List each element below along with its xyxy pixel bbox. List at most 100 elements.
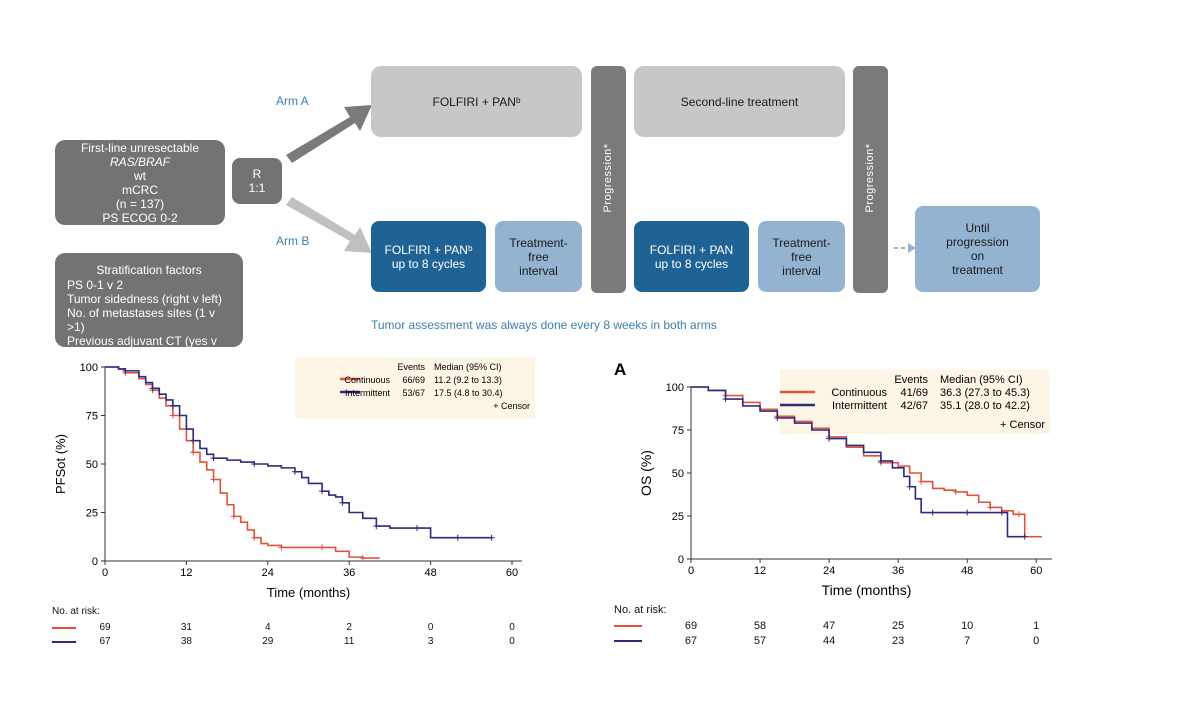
x-tick-label: 0: [688, 565, 694, 577]
at-risk-value: 4: [265, 622, 271, 633]
at-risk-value: 31: [180, 622, 192, 633]
progression-bar-2: [853, 66, 888, 293]
censor-mark: [210, 455, 217, 462]
legend-events: 41/69: [900, 387, 928, 399]
at-risk-value: 3: [427, 636, 434, 647]
strat-item: Previous adjuvant CT (yes v no): [67, 334, 217, 362]
censor-mark: [210, 476, 217, 483]
pfs-at-risk-label: No. at risk:: [52, 606, 100, 617]
x-tick-label: 24: [823, 565, 835, 577]
strat-item: PS 0-1 v 2: [67, 278, 124, 292]
chart-title: A: [614, 360, 626, 379]
at-risk-value: 67: [684, 635, 698, 647]
censor-mark: [230, 513, 237, 520]
legend-median: 35.1 (28.0 to 42.2): [940, 400, 1030, 412]
censor-mark: [319, 544, 326, 551]
at-risk-value: 38: [180, 636, 192, 647]
censor-mark: [339, 499, 346, 506]
legend-header-median: Median (95% CI): [940, 374, 1023, 386]
censor-mark: [278, 544, 285, 551]
censor-mark: [190, 449, 197, 456]
at-risk-value: 7: [964, 635, 971, 647]
legend-series-name: Intermittent: [832, 400, 887, 412]
legend-median: 36.3 (27.3 to 45.3): [940, 387, 1030, 399]
pfs-chart: 0 12 24 36 48 60 0 25 50 75 100 Time (months) PFSot …: [53, 357, 535, 600]
until-line-2: progression: [946, 235, 1009, 249]
at-risk-value: 25: [892, 620, 905, 632]
at-risk-value: 69: [99, 622, 111, 633]
tfi2-line-2: free: [791, 249, 812, 264]
strat-item: No. of metastases sites (1 v >1): [67, 306, 216, 334]
at-risk-swatch-intermittent: [614, 640, 642, 642]
at-risk-value: 67: [99, 636, 111, 647]
censor-mark: [190, 437, 197, 444]
censor-mark: [826, 435, 833, 442]
censor-mark: [987, 504, 994, 511]
legend-background: [780, 370, 1050, 434]
censor-mark: [251, 534, 258, 541]
censor-mark: [169, 402, 176, 409]
censor-mark: [373, 523, 380, 530]
at-risk-value: 10: [961, 620, 974, 632]
tfi2-line-1: Treatment-: [772, 235, 831, 250]
legend-censor: + Censor: [493, 401, 530, 411]
x-tick-label: 0: [102, 567, 108, 579]
censor-mark: [906, 483, 913, 490]
at-risk-value: 57: [753, 635, 767, 647]
censor-mark: [774, 414, 781, 421]
patient-line-1: First-line unresectable: [80, 140, 200, 155]
arm-b-label: Arm B: [276, 234, 310, 248]
dashed-arrow: [894, 243, 916, 253]
arm-b-induction-box: FOLFIRI + PANᵇ up to 8 cycles: [371, 221, 486, 292]
tfi1-line-1: Treatment-: [509, 235, 568, 250]
censor-mark: [964, 509, 971, 516]
y-tick-label: 25: [86, 508, 98, 520]
strat-item: Tumor sidedness (right v left): [67, 292, 222, 306]
censor-mark: [291, 468, 298, 475]
censor-mark: [319, 488, 326, 495]
y-tick-label: 75: [86, 411, 98, 423]
at-risk-value: 58: [753, 620, 767, 632]
at-risk-value: 0: [509, 636, 515, 647]
censor-mark: [122, 367, 129, 374]
censor-mark: [998, 509, 1005, 516]
censor-mark: [488, 534, 495, 541]
legend-events: 66/69: [402, 375, 425, 385]
legend-events: 42/67: [900, 400, 928, 412]
at-risk-swatch-continuous: [52, 627, 76, 629]
legend-censor: + Censor: [1000, 419, 1045, 431]
at-risk-value: 1: [1033, 620, 1040, 632]
at-risk-value: 47: [822, 620, 836, 632]
x-tick-label: 48: [961, 565, 973, 577]
y-tick-label: 100: [666, 382, 684, 394]
patient-line-3: mCRC: [122, 182, 158, 197]
x-tick-label: 60: [506, 567, 518, 579]
y-tick-label: 75: [672, 425, 684, 437]
at-risk-swatch-continuous: [614, 625, 642, 627]
at-risk-value: 0: [509, 622, 515, 633]
patient-line-1-genes: RAS/BRAF: [109, 154, 170, 169]
at-risk-swatch-intermittent: [52, 641, 76, 643]
patient-line-2: wt: [134, 168, 146, 183]
until-line-4: treatment: [952, 263, 1003, 277]
censor-mark: [1021, 533, 1028, 540]
censor-mark: [454, 534, 461, 541]
arm-a-treatment-label: FOLFIRI + PANᵇ: [432, 94, 521, 109]
censor-mark: [149, 385, 156, 392]
at-risk-value: 29: [262, 636, 274, 647]
censor-mark: [359, 555, 366, 562]
legend-header-events: Events: [894, 374, 928, 386]
progression-label-1: Progression*: [602, 143, 614, 213]
at-risk-value: 23: [892, 635, 905, 647]
y-tick-label: 25: [672, 511, 684, 523]
censor-mark: [918, 478, 925, 485]
arm-arrows: [286, 105, 372, 253]
legend-header-events: Events: [397, 362, 425, 372]
censor-mark: [877, 457, 884, 464]
y-tick-label: 100: [80, 362, 98, 374]
x-tick-label: 24: [262, 567, 274, 579]
at-risk-value: 11: [343, 636, 355, 647]
y-axis-label: PFSot (%): [53, 434, 68, 494]
arm-b-reintro-line-2: up to 8 cycles: [654, 256, 729, 271]
second-line-label: Second-line treatment: [680, 94, 799, 109]
